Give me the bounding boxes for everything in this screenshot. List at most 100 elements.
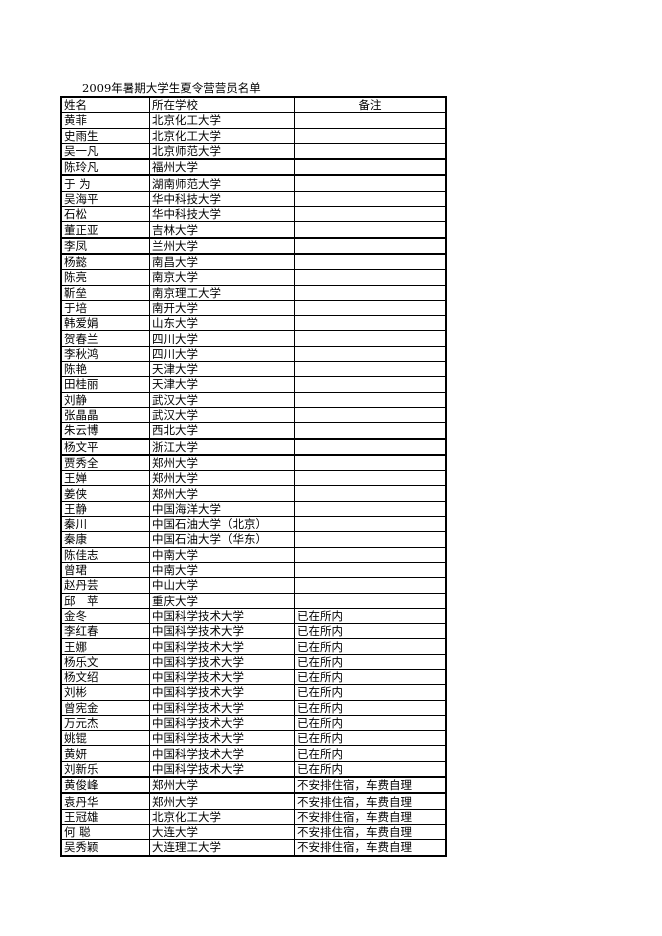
school-cell[interactable]: 郑州大学 bbox=[149, 792, 295, 810]
school-cell[interactable]: 四川大学 bbox=[149, 330, 295, 347]
school-cell[interactable]: 中国石油大学（北京） bbox=[149, 516, 295, 533]
remarks-cell[interactable] bbox=[294, 485, 447, 502]
school-cell[interactable]: 中国海洋大学 bbox=[149, 500, 295, 518]
name-cell[interactable]: 贺春兰 bbox=[60, 330, 150, 347]
name-cell[interactable]: 王婵 bbox=[60, 470, 150, 487]
header-school[interactable]: 所在学校 bbox=[149, 96, 295, 114]
school-cell[interactable]: 南昌大学 bbox=[149, 253, 295, 271]
name-cell[interactable]: 姚锟 bbox=[60, 730, 150, 747]
school-cell[interactable]: 大连理工大学 bbox=[149, 839, 295, 857]
remarks-cell[interactable]: 已在所内 bbox=[294, 684, 447, 701]
remarks-cell[interactable] bbox=[294, 236, 447, 255]
remarks-cell[interactable] bbox=[294, 361, 447, 378]
name-cell[interactable]: 袁丹华 bbox=[60, 792, 150, 810]
name-cell[interactable]: 王娜 bbox=[60, 638, 150, 655]
name-cell[interactable]: 秦川 bbox=[60, 516, 150, 533]
name-cell[interactable]: 于 为 bbox=[60, 174, 150, 192]
name-cell[interactable]: 史雨生 bbox=[60, 127, 150, 144]
name-cell[interactable]: 杨懿 bbox=[60, 253, 150, 271]
school-cell[interactable]: 中国科学技术大学 bbox=[149, 623, 295, 640]
name-cell[interactable]: 秦康 bbox=[60, 531, 150, 548]
name-cell[interactable]: 曾珺 bbox=[60, 561, 150, 579]
remarks-cell[interactable] bbox=[294, 330, 447, 347]
name-cell[interactable]: 刘静 bbox=[60, 391, 150, 408]
name-cell[interactable]: 黄菲 bbox=[60, 112, 150, 129]
remarks-cell[interactable]: 不安排住宿，车费自理 bbox=[294, 792, 447, 810]
school-cell[interactable]: 重庆大学 bbox=[149, 592, 295, 609]
school-cell[interactable]: 湖南师范大学 bbox=[149, 174, 295, 192]
remarks-cell[interactable]: 不安排住宿，车费自理 bbox=[294, 776, 447, 795]
remarks-cell[interactable] bbox=[294, 577, 447, 594]
name-cell[interactable]: 姜侠 bbox=[60, 485, 150, 502]
school-cell[interactable]: 中国科学技术大学 bbox=[149, 714, 295, 732]
name-cell[interactable]: 黄妍 bbox=[60, 745, 150, 762]
remarks-cell[interactable] bbox=[294, 112, 447, 129]
remarks-cell[interactable]: 不安排住宿，车费自理 bbox=[294, 808, 447, 825]
name-cell[interactable]: 陈亮 bbox=[60, 269, 150, 286]
remarks-cell[interactable] bbox=[294, 127, 447, 144]
school-cell[interactable]: 郑州大学 bbox=[149, 776, 295, 795]
name-cell[interactable]: 吴秀颖 bbox=[60, 839, 150, 857]
remarks-cell[interactable] bbox=[294, 500, 447, 518]
name-cell[interactable]: 李凤 bbox=[60, 236, 150, 255]
name-cell[interactable]: 黄俊峰 bbox=[60, 776, 150, 795]
remarks-cell[interactable] bbox=[294, 531, 447, 548]
school-cell[interactable]: 中国科学技术大学 bbox=[149, 653, 295, 670]
remarks-cell[interactable] bbox=[294, 592, 447, 609]
name-cell[interactable]: 刘彬 bbox=[60, 684, 150, 701]
name-cell[interactable]: 金冬 bbox=[60, 607, 150, 625]
name-cell[interactable]: 靳垒 bbox=[60, 284, 150, 301]
school-cell[interactable]: 南开大学 bbox=[149, 299, 295, 317]
school-cell[interactable]: 中国科学技术大学 bbox=[149, 745, 295, 762]
school-cell[interactable]: 郑州大学 bbox=[149, 470, 295, 487]
school-cell[interactable]: 北京化工大学 bbox=[149, 808, 295, 825]
school-cell[interactable]: 福州大学 bbox=[149, 158, 295, 177]
school-cell[interactable]: 兰州大学 bbox=[149, 236, 295, 255]
remarks-cell[interactable]: 已在所内 bbox=[294, 638, 447, 655]
remarks-cell[interactable]: 不安排住宿，车费自理 bbox=[294, 823, 447, 841]
header-remarks[interactable]: 备注 bbox=[294, 96, 447, 114]
remarks-cell[interactable]: 已在所内 bbox=[294, 745, 447, 762]
school-cell[interactable]: 华中科技大学 bbox=[149, 206, 295, 223]
remarks-cell[interactable] bbox=[294, 158, 447, 177]
remarks-cell[interactable] bbox=[294, 253, 447, 271]
name-cell[interactable]: 贾秀全 bbox=[60, 454, 150, 472]
name-cell[interactable]: 朱云博 bbox=[60, 422, 150, 440]
name-cell[interactable]: 陈艳 bbox=[60, 361, 150, 378]
school-cell[interactable]: 南京大学 bbox=[149, 269, 295, 286]
school-cell[interactable]: 浙江大学 bbox=[149, 437, 295, 456]
remarks-cell[interactable] bbox=[294, 315, 447, 332]
remarks-cell[interactable] bbox=[294, 391, 447, 408]
school-cell[interactable]: 中南大学 bbox=[149, 546, 295, 563]
remarks-cell[interactable] bbox=[294, 284, 447, 301]
school-cell[interactable]: 中国科学技术大学 bbox=[149, 638, 295, 655]
school-cell[interactable]: 中国科学技术大学 bbox=[149, 607, 295, 625]
remarks-cell[interactable] bbox=[294, 406, 447, 424]
school-cell[interactable]: 武汉大学 bbox=[149, 406, 295, 424]
school-cell[interactable]: 华中科技大学 bbox=[149, 190, 295, 208]
name-cell[interactable]: 陈玲凡 bbox=[60, 158, 150, 177]
remarks-cell[interactable] bbox=[294, 516, 447, 533]
remarks-cell[interactable]: 已在所内 bbox=[294, 730, 447, 747]
remarks-cell[interactable] bbox=[294, 269, 447, 286]
name-cell[interactable]: 刘新乐 bbox=[60, 760, 150, 778]
school-cell[interactable]: 北京化工大学 bbox=[149, 112, 295, 129]
school-cell[interactable]: 中国科学技术大学 bbox=[149, 684, 295, 701]
school-cell[interactable]: 山东大学 bbox=[149, 315, 295, 332]
remarks-cell[interactable]: 已在所内 bbox=[294, 668, 447, 686]
name-cell[interactable]: 杨乐文 bbox=[60, 653, 150, 670]
school-cell[interactable]: 北京化工大学 bbox=[149, 127, 295, 144]
name-cell[interactable]: 李红春 bbox=[60, 623, 150, 640]
remarks-cell[interactable] bbox=[294, 561, 447, 579]
name-cell[interactable]: 曾宪金 bbox=[60, 699, 150, 716]
name-cell[interactable]: 韩爱娟 bbox=[60, 315, 150, 332]
school-cell[interactable]: 中国科学技术大学 bbox=[149, 699, 295, 716]
remarks-cell[interactable]: 已在所内 bbox=[294, 699, 447, 716]
name-cell[interactable]: 杨文绍 bbox=[60, 668, 150, 686]
remarks-cell[interactable] bbox=[294, 546, 447, 563]
school-cell[interactable]: 吉林大学 bbox=[149, 221, 295, 239]
remarks-cell[interactable] bbox=[294, 454, 447, 472]
school-cell[interactable]: 中南大学 bbox=[149, 561, 295, 579]
name-cell[interactable]: 杨文平 bbox=[60, 437, 150, 456]
remarks-cell[interactable] bbox=[294, 422, 447, 440]
